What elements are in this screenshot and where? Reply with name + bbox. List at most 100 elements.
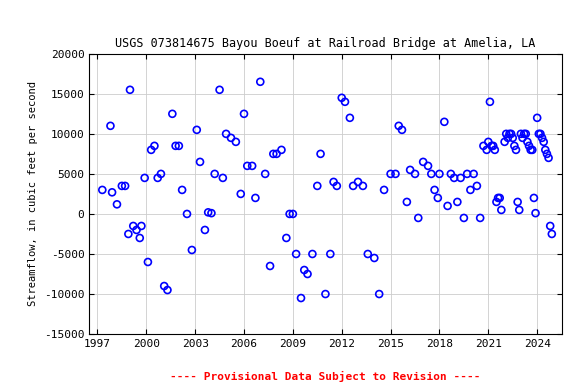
Point <box>135 235 145 241</box>
Point <box>529 195 539 201</box>
Point <box>195 159 204 165</box>
Point <box>374 291 384 297</box>
Point <box>397 127 407 133</box>
Point <box>482 147 491 153</box>
Point <box>391 171 400 177</box>
Point <box>106 123 115 129</box>
Point <box>150 143 159 149</box>
Point <box>510 143 519 149</box>
Point <box>472 183 482 189</box>
Point <box>534 131 543 137</box>
Point <box>539 139 548 145</box>
Point <box>443 203 452 209</box>
Point <box>453 199 462 205</box>
Point <box>537 135 547 141</box>
Point <box>303 271 312 277</box>
Point <box>192 127 202 133</box>
Point <box>137 223 146 229</box>
Point <box>163 287 172 293</box>
Point <box>218 175 228 181</box>
Point <box>98 187 107 193</box>
Point <box>486 99 495 105</box>
Point <box>520 131 529 137</box>
Point <box>505 131 514 137</box>
Point <box>394 123 403 129</box>
Point <box>171 143 180 149</box>
Point <box>495 195 505 201</box>
Point <box>544 155 553 161</box>
Point <box>545 223 555 229</box>
Point <box>430 187 439 193</box>
Point <box>146 147 156 153</box>
Point <box>153 175 162 181</box>
Point <box>526 147 535 153</box>
Point <box>543 151 552 157</box>
Point <box>541 147 550 153</box>
Point <box>521 131 530 137</box>
Point <box>210 171 219 177</box>
Point <box>536 131 545 137</box>
Point <box>490 147 499 153</box>
Point <box>277 147 286 153</box>
Point <box>518 135 527 141</box>
Point <box>435 171 444 177</box>
Point <box>251 195 260 201</box>
Point <box>183 211 192 217</box>
Point <box>291 251 301 257</box>
Point <box>492 199 501 205</box>
Point <box>439 119 449 125</box>
Point <box>348 183 358 189</box>
Point <box>502 131 511 137</box>
Point <box>160 283 169 289</box>
Point <box>272 151 281 157</box>
Point <box>456 175 465 181</box>
Point <box>363 251 373 257</box>
Point <box>469 171 478 177</box>
Point <box>143 259 153 265</box>
Point <box>256 79 265 85</box>
Point <box>248 163 257 169</box>
Point <box>459 215 468 221</box>
Point <box>285 211 294 217</box>
Point <box>531 210 540 216</box>
Point <box>419 159 428 165</box>
Point <box>386 171 395 177</box>
Point <box>466 187 475 193</box>
Point <box>242 163 252 169</box>
Point <box>497 207 506 213</box>
Point <box>266 263 275 269</box>
Point <box>112 201 122 207</box>
Point <box>332 183 342 189</box>
Point <box>354 179 363 185</box>
Text: ---- Provisional Data Subject to Revision ----: ---- Provisional Data Subject to Revisio… <box>170 371 481 382</box>
Point <box>187 247 196 253</box>
Point <box>514 207 524 213</box>
Point <box>414 215 423 221</box>
Point <box>423 163 433 169</box>
Point <box>506 131 516 137</box>
Point <box>358 183 367 189</box>
Point <box>406 167 415 173</box>
Point <box>260 171 270 177</box>
Point <box>108 189 117 195</box>
Point <box>282 235 291 241</box>
Point <box>297 295 306 301</box>
Point <box>313 183 322 189</box>
Point <box>288 211 297 217</box>
Point <box>308 251 317 257</box>
Point <box>215 87 224 93</box>
Point <box>508 135 517 141</box>
Point <box>128 223 138 229</box>
Point <box>427 171 436 177</box>
Point <box>488 143 498 149</box>
Point <box>449 175 458 181</box>
Point <box>118 183 127 189</box>
Point <box>231 139 240 145</box>
Y-axis label: Streamflow, in cubic feet per second: Streamflow, in cubic feet per second <box>28 81 39 306</box>
Point <box>168 111 177 117</box>
Point <box>380 187 389 193</box>
Point <box>523 139 532 145</box>
Point <box>140 175 149 181</box>
Point <box>494 195 503 201</box>
Point <box>329 179 338 185</box>
